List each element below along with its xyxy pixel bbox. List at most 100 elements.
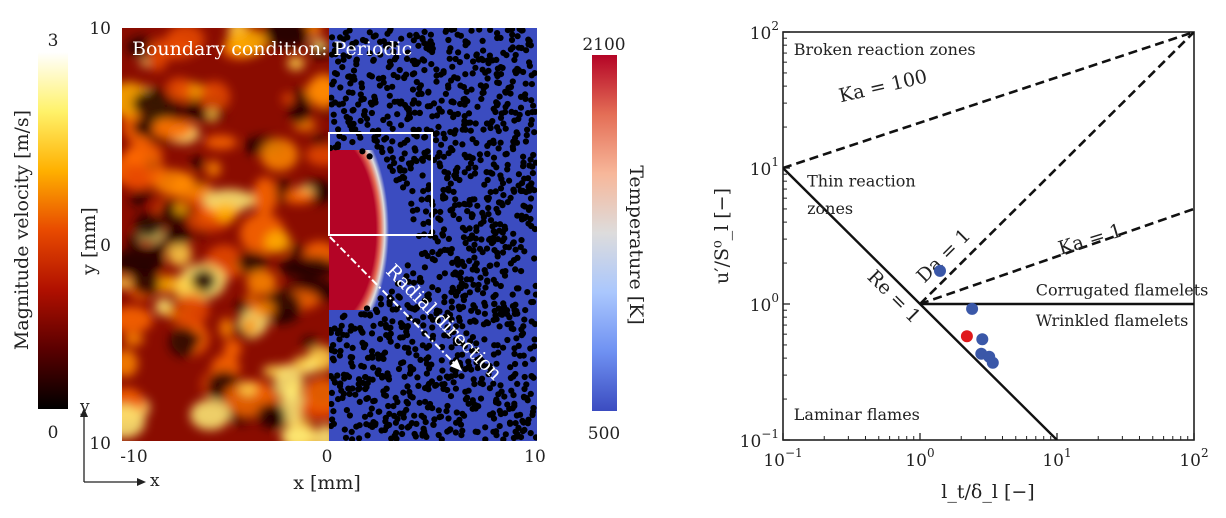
particle <box>429 249 436 256</box>
particle <box>511 310 518 317</box>
particle <box>356 398 363 405</box>
particle <box>390 48 397 55</box>
particle <box>441 168 448 175</box>
particle <box>441 270 448 277</box>
velocity-blob <box>202 189 256 212</box>
particle <box>437 71 444 78</box>
particle <box>522 80 529 87</box>
particle <box>531 336 537 343</box>
particle <box>450 271 457 278</box>
particle <box>494 253 501 260</box>
particle <box>462 71 469 78</box>
velocity-blob <box>321 107 329 117</box>
particle <box>387 28 394 33</box>
axis-orientation-icon: y x <box>79 397 160 491</box>
particle <box>445 235 452 242</box>
particle <box>342 434 350 441</box>
particle <box>485 204 492 212</box>
velocity-blob <box>235 299 248 316</box>
particle <box>452 196 459 203</box>
particle <box>528 180 535 187</box>
particle <box>401 344 408 351</box>
particle <box>435 123 442 130</box>
particle <box>504 401 511 408</box>
particle <box>413 420 420 427</box>
temperature-colorbar-max: 2100 <box>582 35 625 55</box>
particle <box>475 309 482 316</box>
particle <box>410 216 417 223</box>
particle <box>440 130 447 137</box>
regime-line-3 <box>919 32 1194 305</box>
particle <box>507 374 514 382</box>
particle <box>486 362 493 370</box>
particle <box>455 215 463 223</box>
particle <box>531 129 537 136</box>
particle <box>415 42 422 49</box>
particle <box>495 127 502 135</box>
particle <box>413 157 420 165</box>
particle <box>480 47 487 54</box>
particle <box>470 281 477 288</box>
particle <box>330 408 337 415</box>
velocity-blob <box>287 55 305 71</box>
temperature-colorbar-min: 500 <box>588 424 620 444</box>
velocity-blob <box>134 212 163 240</box>
particle <box>347 327 354 334</box>
velocity-colorbar: 3 0 Magnitude velocity [m/s] <box>11 31 68 443</box>
particle <box>494 342 501 349</box>
particle <box>446 55 453 62</box>
particle <box>374 143 381 150</box>
particle <box>344 34 351 41</box>
particle <box>508 36 516 44</box>
particle <box>372 99 379 106</box>
particle <box>439 232 447 239</box>
y-tick-label: 102 <box>750 19 779 44</box>
particle <box>420 220 427 227</box>
particle <box>520 153 527 160</box>
velocity-blob <box>223 339 242 359</box>
particle <box>481 181 488 188</box>
particle <box>445 36 452 44</box>
particle <box>359 148 366 155</box>
particle <box>468 307 475 314</box>
particle <box>513 412 521 419</box>
particle <box>461 412 468 419</box>
particle <box>383 385 390 392</box>
particle <box>441 299 448 306</box>
particle <box>384 113 391 120</box>
particle <box>410 279 417 286</box>
velocity-blob <box>252 176 278 215</box>
particle <box>391 98 398 105</box>
particle <box>504 321 511 328</box>
particle <box>366 153 373 160</box>
particle <box>437 208 444 215</box>
particle <box>474 286 481 293</box>
particle <box>479 37 486 45</box>
particle <box>366 50 373 57</box>
particle <box>514 212 521 219</box>
particle <box>427 38 434 45</box>
particle <box>507 46 514 53</box>
particle <box>474 365 481 372</box>
velocity-blob <box>171 294 210 327</box>
particle <box>371 135 379 142</box>
particle <box>393 429 400 437</box>
particle <box>520 68 527 76</box>
velocity-blob <box>281 92 295 105</box>
particle <box>430 421 437 428</box>
particle <box>429 332 437 339</box>
particle <box>329 81 336 88</box>
particle <box>420 425 427 432</box>
particle <box>490 154 498 161</box>
particle <box>426 46 433 53</box>
particle <box>452 139 459 146</box>
particle <box>485 67 492 74</box>
line-label: Ka = 1 <box>1056 219 1125 259</box>
particle <box>467 318 474 325</box>
velocity-blob <box>219 317 234 339</box>
particle <box>440 192 447 199</box>
particle <box>421 297 428 304</box>
particle <box>497 382 504 389</box>
particle <box>352 391 359 398</box>
particle <box>338 322 345 329</box>
